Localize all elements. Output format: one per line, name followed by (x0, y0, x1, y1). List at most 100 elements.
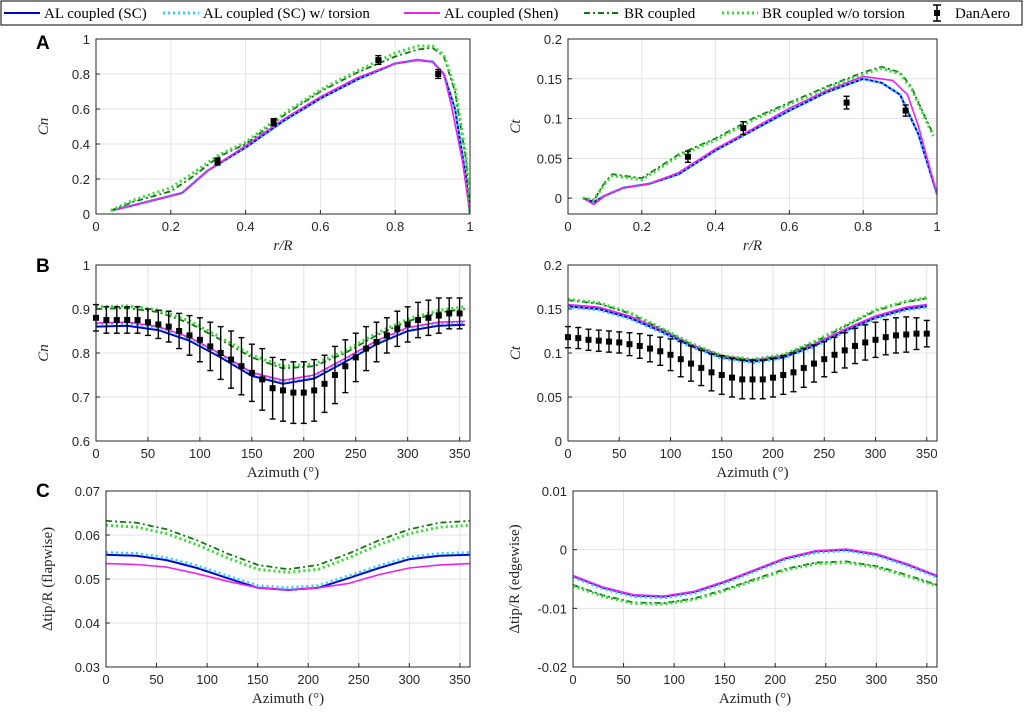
y-tick-label: 0.7 (72, 390, 90, 405)
danaero-point (352, 332, 359, 383)
y-tick-label: 0.9 (72, 302, 90, 317)
x-tick-label: 350 (916, 672, 938, 687)
x-tick-label: 0 (569, 672, 576, 687)
danaero-point (684, 150, 691, 163)
danaero-point (913, 317, 920, 351)
y-tick-label: 0.05 (537, 390, 562, 405)
y-tick-label: 0.2 (72, 172, 90, 187)
danaero-point (831, 336, 838, 374)
danaero-point (144, 308, 151, 337)
series-line-br-coupled-w-o-torsion (573, 561, 937, 606)
danaero-point (606, 330, 612, 353)
x-tick-label: 300 (865, 446, 887, 461)
series-danaero (214, 54, 442, 166)
x-tick-label: 200 (764, 672, 786, 687)
x-tick-label: 50 (612, 446, 626, 461)
danaero-point (214, 157, 221, 166)
legend-label: DanAero (955, 6, 1010, 22)
series-line-br-coupled (106, 520, 470, 571)
danaero-point (811, 344, 817, 383)
y-tick-label: 0 (560, 543, 567, 558)
danaero-point (311, 358, 318, 422)
danaero-point (363, 325, 370, 372)
x-tick-label: 50 (616, 672, 630, 687)
danaero-point (321, 354, 328, 414)
y-tick-label: 0.15 (537, 302, 562, 317)
danaero-point (749, 359, 756, 400)
danaero-point (667, 338, 674, 372)
danaero-point (269, 356, 276, 420)
danaero-point (626, 332, 633, 357)
x-axis-label: r/R (743, 238, 762, 254)
chart-a-left: 0 0.2 0.4 0.6 0.8 1 0 0.2 0.4 0.6 0.8 1 r/R Cn (36, 32, 474, 254)
series-danaero (93, 297, 463, 425)
x-tick-label: 150 (711, 446, 733, 461)
y-tick-label: 0.2 (544, 32, 562, 47)
x-tick-label: 250 (815, 672, 837, 687)
danaero-point (270, 117, 277, 127)
y-tick-label: 0.1 (544, 112, 562, 127)
plot-area (573, 491, 937, 667)
danaero-point (688, 345, 694, 382)
x-tick-label: 100 (196, 672, 218, 687)
danaero-point (821, 340, 828, 378)
x-axis-label: Azimuth (°) (252, 691, 324, 707)
chart-b-right: 0 50 100 150 200 250 300 350 0 0.05 0.1 0.15 0.2 Azim… (508, 258, 938, 481)
danaero-point (435, 297, 442, 334)
x-tick-label: 100 (189, 446, 211, 461)
legend-item-al-sc: AL coupled (SC) (4, 6, 147, 22)
x-tick-label: 0 (102, 672, 109, 687)
danaero-point (585, 328, 592, 352)
x-tick-label: 300 (397, 446, 419, 461)
y-tick-label: 0.8 (72, 67, 90, 82)
x-tick-label: 250 (345, 446, 367, 461)
x-tick-label: 0.8 (386, 219, 404, 234)
x-tick-label: 150 (241, 446, 263, 461)
y-tick-label: 0.2 (544, 258, 562, 273)
x-tick-label: 350 (916, 446, 938, 461)
danaero-point (841, 332, 848, 369)
x-tick-label: 100 (663, 672, 685, 687)
series-line-al-coupled-sc-w-torsion (568, 305, 927, 365)
danaero-point (872, 321, 879, 359)
y-tick-label: 0.03 (75, 660, 100, 675)
x-tick-label: 50 (149, 672, 163, 687)
y-tick-label: -0.02 (537, 660, 567, 675)
y-tick-label: 0 (83, 207, 90, 222)
y-tick-label: 0.8 (72, 346, 90, 361)
y-axis-label: Δtip/R (edgewise) (507, 524, 523, 633)
y-tick-label: 1 (83, 32, 90, 47)
danaero-point (176, 312, 183, 350)
chart-a-right: 0 0.2 0.4 0.6 0.8 1 0 0.05 0.1 0.15 0.2 r/R Ct (508, 32, 941, 254)
danaero-point (636, 332, 643, 359)
x-tick-label: 250 (813, 446, 835, 461)
x-tick-label: 250 (348, 672, 370, 687)
y-tick-label: 0.07 (75, 484, 100, 499)
x-tick-label: 150 (714, 672, 736, 687)
axes-frame (572, 490, 938, 668)
y-axis-label: Cn (36, 118, 52, 136)
danaero-point (207, 321, 214, 372)
danaero-point (373, 321, 380, 363)
x-tick-label: 0.2 (633, 219, 651, 234)
x-tick-label: 0.4 (237, 219, 255, 234)
danaero-point (155, 309, 162, 340)
series-line-al-coupled-shen (573, 548, 937, 597)
legend-label: BR coupled (624, 6, 696, 22)
danaero-point (595, 329, 602, 352)
series-line-al-coupled-shen (582, 75, 937, 206)
x-tick-label: 350 (449, 446, 471, 461)
danaero-point (862, 324, 869, 361)
x-tick-label: 1 (933, 219, 940, 234)
danaero-point (415, 301, 422, 339)
danaero-point (790, 352, 797, 393)
x-axis-label: Azimuth (°) (719, 691, 791, 707)
danaero-point (238, 336, 245, 396)
x-tick-label: 350 (449, 672, 471, 687)
x-tick-label: 0.8 (854, 219, 872, 234)
series-line-br-coupled-w-o-torsion (582, 66, 935, 202)
danaero-point (657, 336, 664, 367)
series-line-br-coupled (110, 46, 470, 214)
danaero-point (903, 316, 910, 353)
